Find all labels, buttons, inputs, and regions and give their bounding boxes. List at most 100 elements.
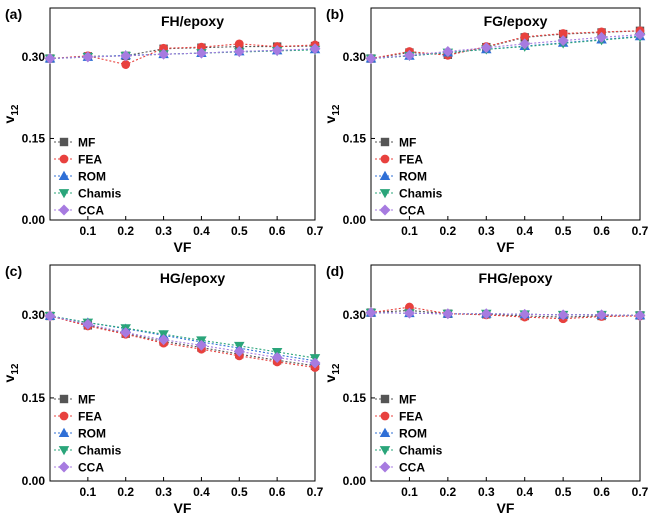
legend-label: Chamis — [399, 444, 443, 458]
data-point — [195, 47, 207, 59]
legend-label: FEA — [78, 153, 102, 167]
data-point — [158, 48, 170, 60]
legend-marker — [58, 204, 70, 216]
data-point — [121, 60, 131, 69]
legend-marker — [58, 461, 70, 473]
legend-marker — [58, 446, 70, 456]
legend-label: FEA — [78, 410, 102, 424]
x-tick-label: 0.4 — [193, 485, 210, 499]
plot-frame — [49, 264, 316, 482]
data-point — [557, 309, 569, 321]
series-line-mf — [370, 309, 641, 318]
y-tick-label: 0.15 — [343, 131, 367, 145]
y-tick-label: 0.30 — [343, 308, 367, 322]
x-tick-label: 0.2 — [117, 224, 134, 238]
x-tick-label: 0.4 — [516, 485, 533, 499]
series-line-cca — [370, 312, 641, 316]
plot-frame — [370, 7, 641, 221]
y-tick-label: 0.15 — [22, 391, 46, 405]
data-point — [634, 29, 646, 41]
legend-label: CCA — [78, 204, 104, 218]
legend-label: FEA — [399, 153, 423, 167]
legend-label: Chamis — [78, 444, 122, 458]
x-tick-label: 0.7 — [307, 485, 324, 499]
x-tick-label: 0.4 — [516, 224, 533, 238]
legend-marker — [379, 461, 391, 473]
data-point — [480, 308, 492, 320]
plot-frame — [370, 264, 641, 482]
legend-label: ROM — [78, 427, 106, 441]
y-tick-label: 0.15 — [343, 391, 367, 405]
y-tick-label: 0.00 — [343, 213, 367, 227]
y-axis-label: v12 — [1, 363, 21, 382]
legend-label: CCA — [399, 204, 425, 218]
series-line-chamis — [49, 315, 316, 359]
series-line-chamis — [370, 36, 641, 60]
legend-marker — [380, 394, 390, 404]
data-point — [82, 318, 94, 330]
y-tick-label: 0.15 — [22, 131, 46, 145]
legend-marker — [379, 446, 391, 456]
series-line-fea — [370, 306, 641, 320]
legend-marker — [380, 154, 390, 164]
data-point — [634, 309, 646, 321]
data-point — [234, 39, 244, 49]
series-line-cca — [49, 48, 316, 60]
data-point — [365, 307, 377, 319]
data-point — [480, 42, 492, 54]
y-axis-label: v12 — [322, 104, 342, 123]
panel-label: (c) — [5, 263, 22, 279]
series-line-cca — [370, 34, 641, 60]
data-point — [44, 310, 56, 322]
data-point — [596, 31, 608, 43]
legend-label: MF — [78, 393, 95, 407]
panel-label: (b) — [326, 6, 344, 22]
data-point — [120, 50, 132, 62]
series-line-cca — [49, 315, 316, 364]
data-point — [309, 357, 321, 369]
legend-label: MF — [78, 136, 95, 150]
x-tick-label: 0.7 — [307, 224, 324, 238]
legend-marker — [59, 137, 69, 147]
legend-label: ROM — [78, 170, 106, 184]
x-tick-label: 0.5 — [231, 224, 248, 238]
x-tick-label: 0.2 — [440, 485, 457, 499]
data-point — [403, 307, 415, 319]
data-point — [558, 29, 568, 38]
data-point — [403, 49, 415, 61]
data-point — [271, 44, 283, 56]
data-point — [442, 46, 454, 57]
x-tick-label: 0.3 — [478, 224, 495, 238]
series-cca — [44, 310, 321, 369]
chart-title: HG/epoxy — [160, 270, 226, 286]
legend-marker — [58, 189, 70, 199]
panel-label: (d) — [326, 263, 344, 279]
chart-panel-3: 0.1 0.2 0.3 0.4 0.5 0.6 0.7 0.00 0.15 0.30 VF v12 (c… — [1, 263, 324, 516]
x-tick-label: 0.3 — [155, 485, 172, 499]
legend-label: FEA — [399, 410, 423, 424]
x-tick-label: 0.1 — [80, 485, 97, 499]
plot-frame — [49, 7, 316, 221]
x-tick-label: 0.2 — [440, 224, 457, 238]
panel-label: (a) — [5, 6, 22, 22]
legend-marker — [59, 154, 69, 164]
x-tick-label: 0.3 — [155, 224, 172, 238]
x-tick-label: 0.1 — [401, 224, 418, 238]
data-point — [442, 308, 454, 320]
y-tick-label: 0.30 — [22, 308, 46, 322]
legend-label: CCA — [399, 461, 425, 475]
legend-marker — [380, 411, 390, 421]
data-point — [520, 32, 530, 42]
y-tick-label: 0.00 — [22, 213, 46, 227]
x-tick-label: 0.4 — [193, 224, 210, 238]
legend-marker — [380, 137, 390, 147]
chart-panel-1: 0.1 0.2 0.3 0.4 0.5 0.6 0.7 0.00 0.15 0.30 VF v12 (a… — [1, 6, 324, 255]
legend: MF FEA ROM Chamis CCA — [54, 136, 122, 218]
chart-panel-2: 0.1 0.2 0.3 0.4 0.5 0.6 0.7 0.00 0.15 0.30 VF v12 (b… — [322, 6, 649, 255]
legend-label: MF — [399, 136, 416, 150]
legend: MF FEA ROM Chamis CCA — [375, 136, 443, 218]
data-point — [82, 51, 94, 63]
legend-marker — [379, 170, 391, 180]
data-point — [309, 43, 321, 55]
